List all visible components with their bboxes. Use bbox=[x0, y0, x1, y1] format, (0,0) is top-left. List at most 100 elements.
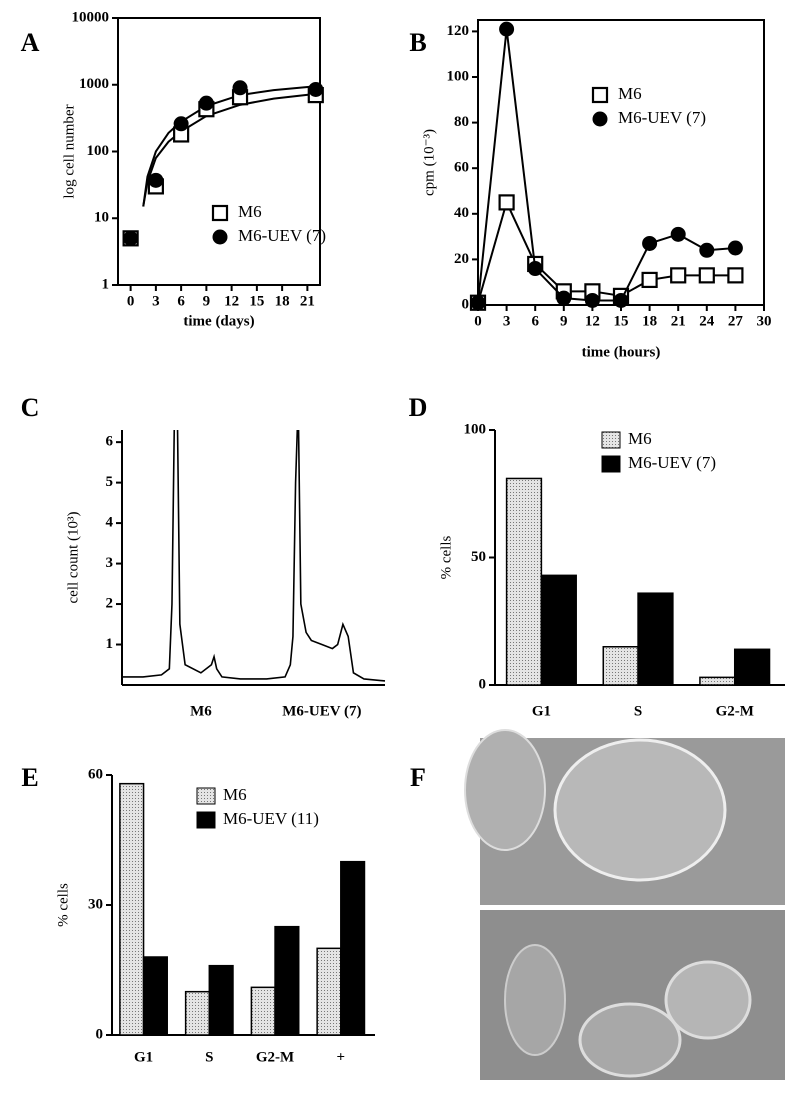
y-tick-label: 100 bbox=[464, 421, 487, 437]
y-tick-label: 5 bbox=[106, 474, 114, 490]
cell-colony bbox=[553, 738, 727, 882]
y-tick-label: 1 bbox=[102, 276, 110, 292]
marker bbox=[232, 80, 248, 96]
legend-swatch bbox=[601, 455, 621, 473]
marker bbox=[613, 292, 629, 308]
x-tick-label: 0 bbox=[474, 313, 482, 329]
legend-label: M6-UEV (7) bbox=[618, 108, 706, 127]
x-axis-label: time (days) bbox=[183, 313, 254, 329]
panel-letter: B bbox=[409, 28, 426, 57]
marker bbox=[727, 267, 744, 284]
y-axis-label: cpm (10⁻³) bbox=[421, 129, 437, 196]
x-tick-label: 18 bbox=[642, 313, 657, 329]
x-tick-label: 3 bbox=[152, 293, 160, 309]
bar bbox=[184, 990, 211, 1036]
y-tick-label: 60 bbox=[454, 160, 469, 176]
category-label: M6-UEV (7) bbox=[282, 703, 361, 719]
marker bbox=[499, 21, 515, 37]
category-label: G2-M bbox=[256, 1049, 294, 1065]
panel-letter: F bbox=[410, 763, 426, 792]
x-tick-label: 6 bbox=[177, 293, 185, 309]
legend-label: M6 bbox=[238, 202, 262, 221]
legend-swatch bbox=[196, 811, 216, 829]
marker bbox=[198, 95, 214, 111]
y-tick-label: 0 bbox=[462, 296, 470, 312]
marker bbox=[556, 290, 572, 306]
y-tick-label: 1000 bbox=[79, 76, 109, 92]
bar bbox=[540, 574, 577, 686]
category-label: M6 bbox=[190, 703, 212, 719]
marker bbox=[727, 240, 743, 256]
y-tick-label: 10000 bbox=[72, 9, 110, 25]
bar bbox=[250, 986, 276, 1036]
photo-panel bbox=[464, 729, 785, 1080]
x-tick-label: 21 bbox=[300, 293, 315, 309]
y-axis-label: cell count (10³) bbox=[65, 512, 81, 604]
x-tick-label: 21 bbox=[671, 313, 686, 329]
y-tick-label: 100 bbox=[447, 68, 470, 84]
bar bbox=[208, 964, 234, 1036]
bar bbox=[340, 860, 366, 1036]
y-tick-label: 10 bbox=[94, 210, 109, 226]
marker bbox=[148, 172, 164, 188]
plot-frame bbox=[117, 17, 321, 286]
legend-swatch bbox=[196, 787, 216, 805]
category-label: + bbox=[337, 1049, 346, 1065]
x-tick-label: 15 bbox=[249, 293, 264, 309]
x-tick-label: 12 bbox=[224, 293, 239, 309]
marker bbox=[123, 230, 139, 246]
series-line bbox=[477, 199, 736, 303]
bar bbox=[274, 925, 300, 1036]
legend-label: M6-UEV (11) bbox=[223, 809, 319, 828]
category-label: S bbox=[205, 1049, 213, 1065]
x-tick-label: 30 bbox=[757, 313, 772, 329]
y-tick-label: 3 bbox=[106, 555, 114, 571]
bar bbox=[316, 947, 342, 1036]
category-label: G1 bbox=[532, 703, 551, 719]
y-tick-label: 6 bbox=[106, 434, 114, 450]
legend-marker bbox=[211, 204, 229, 222]
marker bbox=[584, 292, 600, 308]
y-tick-label: 1 bbox=[106, 636, 114, 652]
y-tick-label: 2 bbox=[106, 595, 114, 611]
bar bbox=[637, 592, 674, 686]
bar bbox=[142, 956, 168, 1036]
category-label: G2-M bbox=[716, 703, 754, 719]
legend-marker bbox=[212, 229, 228, 245]
plot-frame bbox=[477, 19, 765, 306]
y-tick-label: 20 bbox=[454, 251, 469, 267]
y-tick-label: 120 bbox=[447, 23, 470, 39]
x-tick-label: 15 bbox=[614, 313, 629, 329]
marker bbox=[498, 194, 515, 211]
y-tick-label: 100 bbox=[87, 143, 110, 159]
y-tick-label: 30 bbox=[88, 896, 103, 912]
marker bbox=[642, 235, 658, 251]
fit-curve bbox=[142, 85, 316, 207]
y-tick-label: 50 bbox=[471, 549, 486, 565]
marker bbox=[698, 267, 715, 284]
category-label: G1 bbox=[134, 1049, 153, 1065]
cell-colony bbox=[578, 1002, 682, 1078]
y-axis-label: % cells bbox=[55, 883, 71, 927]
marker bbox=[670, 267, 687, 284]
marker bbox=[699, 242, 715, 258]
category-label: S bbox=[634, 703, 642, 719]
legend-marker bbox=[591, 86, 609, 104]
marker bbox=[308, 81, 324, 97]
y-tick-label: 0 bbox=[479, 676, 487, 692]
legend-swatch bbox=[601, 431, 621, 449]
legend-label: M6 bbox=[223, 785, 247, 804]
marker bbox=[527, 261, 543, 277]
marker bbox=[173, 116, 189, 132]
panel-letter: E bbox=[21, 763, 38, 792]
panel-letter: D bbox=[409, 393, 428, 422]
legend-marker bbox=[592, 111, 608, 127]
x-axis-label: time (hours) bbox=[582, 344, 661, 360]
panel-letter: C bbox=[21, 393, 40, 422]
y-tick-label: 0 bbox=[96, 1026, 104, 1042]
bar bbox=[505, 477, 543, 686]
x-tick-label: 9 bbox=[560, 313, 568, 329]
series-line bbox=[477, 29, 736, 303]
x-tick-label: 27 bbox=[728, 313, 744, 329]
bar bbox=[733, 648, 771, 686]
